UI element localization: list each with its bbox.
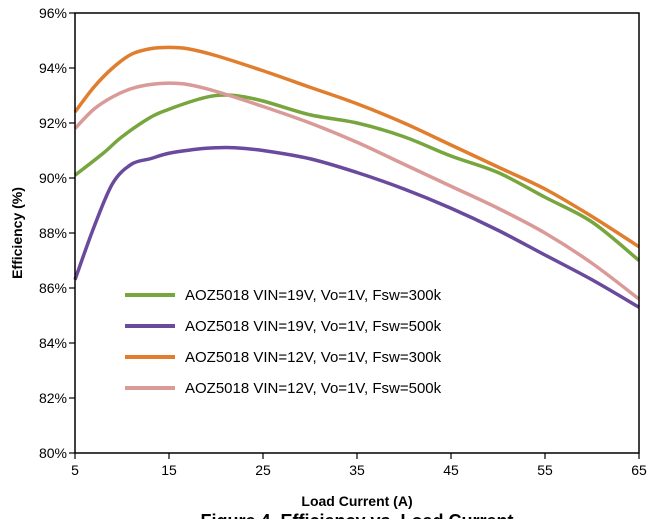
x-axis-title: Load Current (A) <box>301 493 412 509</box>
x-tick-label: 35 <box>349 462 365 478</box>
series-line-1 <box>73 93 641 262</box>
legend-label-1: AOZ5018 VIN=19V, Vo=1V, Fsw=300k <box>185 287 442 304</box>
series-layer <box>73 45 641 309</box>
x-tick-labels: 5 15 25 35 45 55 65 <box>71 453 647 478</box>
legend-box <box>115 270 535 410</box>
y-tick-label: 80% <box>39 445 67 461</box>
y-tick-labels: 80% 82% 84% 86% 88% 90% 92% 94% 96% <box>39 5 75 461</box>
y-tick-label: 82% <box>39 390 67 406</box>
y-tick-label: 94% <box>39 60 67 76</box>
y-tick-label: 84% <box>39 335 67 351</box>
y-tick-label: 92% <box>39 115 67 131</box>
x-tick-label: 45 <box>443 462 459 478</box>
x-tick-label: 55 <box>537 462 553 478</box>
legend-label-4: AOZ5018 VIN=12V, Vo=1V, Fsw=500k <box>185 380 442 397</box>
x-tick-label: 5 <box>71 462 79 478</box>
legend-label-2: AOZ5018 VIN=19V, Vo=1V, Fsw=500k <box>185 318 442 335</box>
series-line-4 <box>73 81 641 301</box>
series-line-2 <box>73 145 640 309</box>
legend-label-3: AOZ5018 VIN=12V, Vo=1V, Fsw=300k <box>185 349 442 366</box>
x-tick-label: 15 <box>161 462 177 478</box>
x-tick-label: 65 <box>631 462 647 478</box>
series-line-3 <box>73 45 640 249</box>
y-tick-label: 90% <box>39 170 67 186</box>
y-axis-title: Efficiency (%) <box>9 187 25 279</box>
y-tick-label: 88% <box>39 225 67 241</box>
y-tick-label: 86% <box>39 280 67 296</box>
figure-caption: Figure 4. Efficiency vs. Load Current <box>200 511 513 519</box>
x-tick-label: 25 <box>255 462 271 478</box>
y-tick-label: 96% <box>39 5 67 21</box>
legend: AOZ5018 VIN=19V, Vo=1V, Fsw=300k AOZ5018 … <box>115 270 535 410</box>
